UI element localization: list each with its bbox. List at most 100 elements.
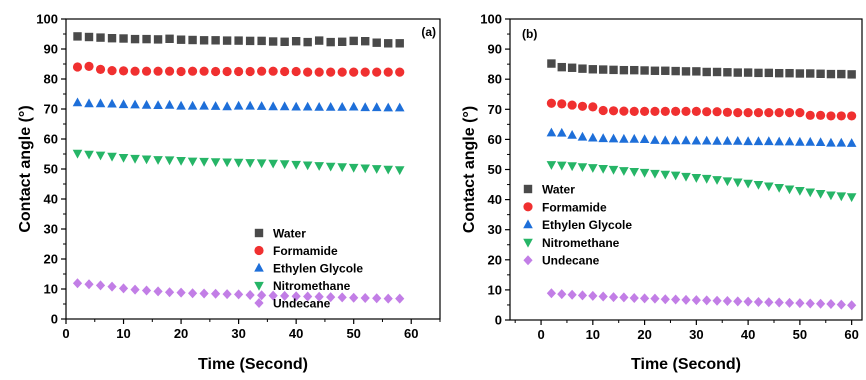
data-point [815,298,826,309]
data-point [199,66,209,76]
series-ethylen-glycole [72,97,405,112]
data-point [692,67,701,76]
panel-label: (b) [522,27,537,41]
data-point [732,178,743,188]
data-point [588,65,598,74]
y-tick-label: 80 [488,72,502,87]
data-point [784,297,795,308]
data-point [629,106,639,117]
data-point [681,172,691,182]
data-point [671,66,680,76]
y-tick-label: 90 [44,42,58,57]
data-point [326,67,336,77]
data-point [210,158,221,167]
data-point [383,293,393,304]
data-point [360,102,370,112]
data-point [303,67,313,77]
x-tick-label: 20 [637,327,651,342]
data-point [141,99,152,109]
data-point [795,108,805,118]
data-point [360,67,370,77]
data-point [588,290,598,301]
data-point [608,165,619,175]
data-point [712,136,722,145]
data-point [360,164,370,174]
data-point [815,189,826,199]
data-point [753,296,764,307]
data-point [722,296,733,307]
y-tick-label: 10 [44,282,58,297]
data-point [650,169,660,179]
data-point [815,137,826,147]
data-point [784,136,795,146]
data-point [805,298,815,309]
data-point [280,66,290,77]
series-undecane [72,278,405,304]
legend-label: Ethylen Glycole [542,218,632,232]
data-point [629,168,640,177]
data-point [348,163,359,173]
data-point [578,64,587,73]
x-tick-label: 40 [741,327,755,342]
data-point [567,162,577,172]
data-point [712,295,722,306]
data-point [660,294,670,305]
data-point [556,127,567,137]
data-point [557,62,566,72]
data-point [84,279,94,290]
data-point [72,97,83,107]
data-point [383,67,393,77]
data-point [268,159,278,169]
data-point [371,102,382,112]
x-axis-title: Time (Second) [198,356,308,373]
series-formamide [546,98,857,121]
data-point [119,34,128,43]
y-tick-label: 100 [480,12,502,27]
data-point [233,100,244,110]
data-point [395,67,405,77]
data-point [222,101,232,111]
data-point [349,36,358,46]
legend-label: Undecane [273,297,331,311]
data-point [118,99,129,109]
data-point [210,101,221,110]
data-point [279,160,290,170]
data-point [199,288,209,299]
x-tick-label: 60 [404,326,418,341]
data-point [349,292,359,303]
data-point [608,292,619,303]
series-ethylen-glycole [546,127,857,147]
data-point [577,290,588,301]
data-point [661,66,670,75]
y-tick-label: 20 [488,252,502,267]
data-point [816,69,825,78]
data-point [846,193,857,203]
data-point [577,163,588,172]
legend-marker [254,262,264,272]
data-point [279,101,290,111]
data-point [164,66,175,76]
data-point [650,66,660,75]
data-point [268,101,278,111]
data-point [681,106,691,117]
legend-marker [254,298,264,308]
data-point [691,135,702,145]
data-point [670,171,681,181]
legend-label: Water [273,227,306,241]
data-point [130,154,140,164]
data-point [302,101,313,111]
data-point [371,165,382,174]
x-tick-label: 10 [116,326,130,341]
data-point [314,36,324,45]
data-point [784,108,795,118]
data-point [107,281,117,292]
data-point [805,188,816,198]
data-point [384,39,393,48]
x-tick-label: 30 [689,327,703,342]
data-point [153,156,163,165]
data-point [837,69,846,79]
data-point [291,101,301,111]
data-point [314,102,324,111]
data-point [107,34,117,43]
data-point [784,185,795,195]
